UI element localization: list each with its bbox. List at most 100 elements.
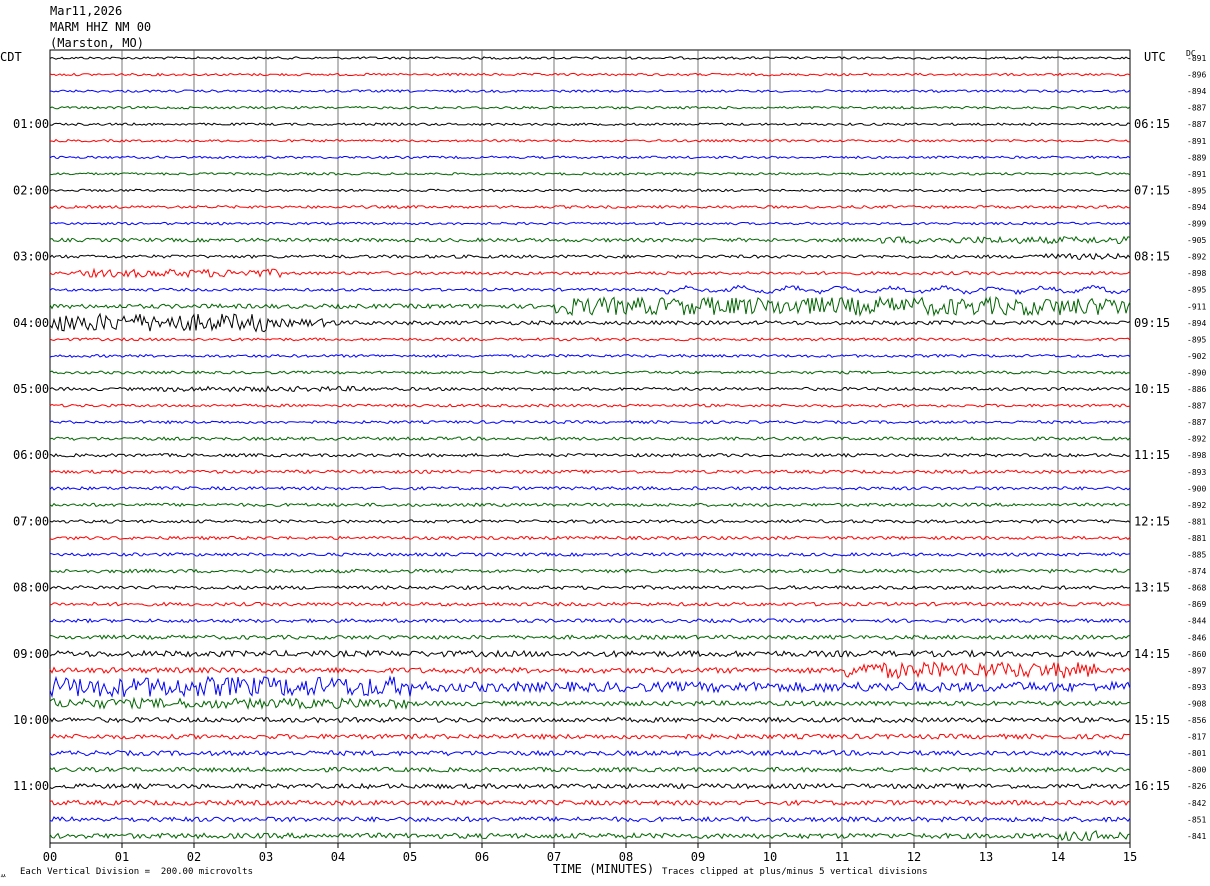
seismic-trace bbox=[49, 696, 1130, 711]
x-tick-label: 01 bbox=[115, 850, 129, 864]
dc-offset-label: -900 bbox=[1187, 484, 1206, 493]
seismic-trace bbox=[49, 312, 1131, 333]
dc-offset-label: -826 bbox=[1187, 782, 1206, 791]
location-title: (Marston, MO) bbox=[50, 36, 144, 50]
x-tick-label: 03 bbox=[259, 850, 273, 864]
seismic-trace bbox=[49, 204, 1130, 210]
left-hour-label: 03:00 bbox=[13, 250, 49, 264]
seismic-trace bbox=[49, 436, 1131, 442]
seismic-trace bbox=[49, 815, 1131, 823]
dc-offset-label: -869 bbox=[1187, 600, 1206, 609]
seismic-trace bbox=[49, 733, 1130, 741]
station-title: MARM HHZ NM 00 bbox=[50, 20, 152, 34]
right-hour-label: 11:15 bbox=[1134, 448, 1170, 462]
dc-offset-label: -896 bbox=[1187, 71, 1206, 80]
dc-offset-label: -891 bbox=[1187, 170, 1206, 179]
dc-offset-label: -889 bbox=[1187, 153, 1206, 162]
dc-offset-label: -887 bbox=[1187, 402, 1206, 411]
right-hour-label: 13:15 bbox=[1134, 581, 1170, 595]
right-hour-label: 15:15 bbox=[1134, 713, 1170, 727]
seismic-trace bbox=[49, 716, 1131, 724]
seismic-trace bbox=[49, 552, 1131, 557]
dc-offset-label: -885 bbox=[1187, 551, 1206, 560]
left-hour-label: 11:00 bbox=[13, 779, 49, 793]
seismic-trace bbox=[49, 649, 1131, 658]
left-hour-label: 09:00 bbox=[13, 647, 49, 661]
seismic-trace bbox=[49, 188, 1131, 193]
dc-header-label: DC bbox=[1186, 49, 1196, 58]
dc-offset-label: -892 bbox=[1187, 435, 1206, 444]
seismic-trace bbox=[49, 419, 1131, 425]
seismic-trace bbox=[49, 295, 1131, 318]
seismic-trace bbox=[49, 618, 1131, 624]
seismic-trace bbox=[49, 155, 1131, 160]
seismic-trace bbox=[49, 601, 1131, 607]
right-hour-label: 08:15 bbox=[1134, 250, 1170, 264]
seismic-trace bbox=[49, 519, 1131, 524]
seismic-trace bbox=[49, 749, 1131, 757]
dc-offset-label: -881 bbox=[1187, 517, 1206, 526]
scale-note: Each Vertical Division = 200.00 microvol… bbox=[20, 867, 253, 877]
dc-offset-label: -856 bbox=[1187, 716, 1206, 725]
x-tick-label: 13 bbox=[979, 850, 993, 864]
x-tick-label: 14 bbox=[1051, 850, 1065, 864]
seismic-trace bbox=[49, 535, 1131, 541]
x-tick-label: 02 bbox=[187, 850, 201, 864]
dc-offset-label: -846 bbox=[1187, 633, 1206, 642]
x-tick-label: 11 bbox=[835, 850, 849, 864]
x-tick-label: 04 bbox=[331, 850, 345, 864]
x-tick-label: 12 bbox=[907, 850, 921, 864]
dc-offset-label: -894 bbox=[1187, 87, 1206, 96]
dc-offset-label: -911 bbox=[1187, 302, 1206, 311]
dc-offset-label: -887 bbox=[1187, 120, 1206, 129]
seismic-trace bbox=[49, 105, 1131, 110]
x-tick-label: 09 bbox=[691, 850, 705, 864]
seismic-trace bbox=[49, 56, 1131, 60]
dc-offset-label: -905 bbox=[1187, 236, 1206, 245]
left-hour-label: 05:00 bbox=[13, 382, 49, 396]
dc-offset-label: -899 bbox=[1187, 220, 1206, 229]
right-hour-label: 14:15 bbox=[1134, 647, 1170, 661]
dc-offset-label: -881 bbox=[1187, 534, 1206, 543]
seismic-trace bbox=[49, 830, 1131, 842]
dc-offset-label: -894 bbox=[1187, 319, 1206, 328]
x-tick-label: 00 bbox=[43, 850, 57, 864]
dc-offset-label: -801 bbox=[1187, 749, 1206, 758]
dc-offset-label: -895 bbox=[1187, 335, 1206, 344]
dc-offset-label: -817 bbox=[1187, 733, 1206, 742]
dc-offset-label: -887 bbox=[1187, 418, 1206, 427]
x-tick-label: 10 bbox=[763, 850, 777, 864]
right-hour-label: 12:15 bbox=[1134, 514, 1170, 528]
seismic-trace bbox=[49, 370, 1131, 375]
seismic-trace bbox=[49, 72, 1131, 77]
x-tick-label: 06 bbox=[475, 850, 489, 864]
seismic-trace bbox=[49, 385, 1131, 393]
seismic-trace bbox=[49, 235, 1131, 245]
dc-offset-label: -886 bbox=[1187, 385, 1206, 394]
corner-mark: ㅆ bbox=[0, 872, 7, 880]
dc-offset-label: -893 bbox=[1187, 468, 1206, 477]
seismic-trace bbox=[49, 284, 1131, 295]
left-hour-label: 08:00 bbox=[13, 581, 49, 595]
dc-offset-label: -890 bbox=[1187, 368, 1206, 377]
dc-offset-label: -844 bbox=[1187, 617, 1206, 626]
seismic-trace bbox=[49, 584, 1131, 591]
seismic-trace bbox=[49, 675, 1131, 698]
seismic-trace bbox=[49, 799, 1131, 807]
dc-offset-label: -851 bbox=[1187, 815, 1206, 824]
dc-offset-label: -908 bbox=[1187, 699, 1206, 708]
dc-offset-label: -898 bbox=[1187, 451, 1206, 460]
right-hour-label: 10:15 bbox=[1134, 382, 1170, 396]
seismic-trace bbox=[49, 782, 1131, 790]
dc-offset-label: -868 bbox=[1187, 584, 1206, 593]
left-hour-label: 04:00 bbox=[13, 316, 49, 330]
right-hour-label: 07:15 bbox=[1134, 183, 1170, 197]
plot-frame bbox=[49, 49, 1131, 844]
seismic-trace bbox=[49, 353, 1131, 359]
left-timezone-label: CDT bbox=[0, 50, 22, 64]
seismic-trace bbox=[49, 89, 1131, 93]
dc-offset-label: -894 bbox=[1187, 203, 1206, 212]
dc-offset-label: -841 bbox=[1187, 832, 1206, 841]
dc-offset-label: -860 bbox=[1187, 650, 1206, 659]
